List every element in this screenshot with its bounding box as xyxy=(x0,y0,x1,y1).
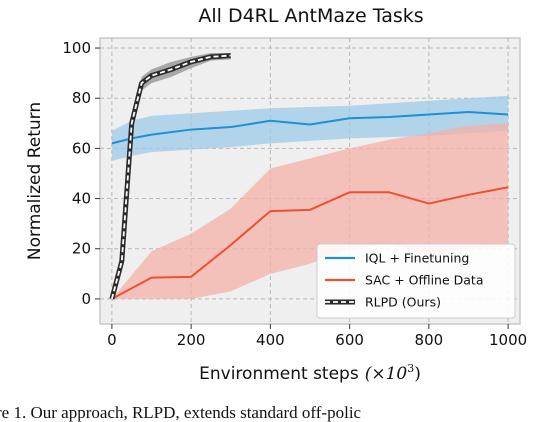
x-tick-label: 1000 xyxy=(489,331,527,349)
line-iql-finetuning xyxy=(111,111,509,145)
y-axis-label: Normalized Return xyxy=(25,102,45,260)
y-tick-label: 60 xyxy=(72,139,91,157)
x-axis-label-text: Environment steps xyxy=(199,364,359,384)
chart-title: All D4RL AntMaze Tasks xyxy=(198,5,423,27)
y-tick-label: 40 xyxy=(72,190,91,208)
legend: IQL + Finetuning SAC + Offline Data RLPD (… xyxy=(316,243,516,319)
x-axis-label: Environment steps (×103) xyxy=(199,362,421,384)
legend-label-iql-finetuning: IQL + Finetuning xyxy=(365,251,469,266)
x-axis-unit: (×10 xyxy=(365,364,408,384)
x-axis-unit-exponent: 3 xyxy=(407,362,414,375)
band-sac-offline-data xyxy=(111,123,509,299)
figure-caption: re 1. Our approach, RLPD, extends standa… xyxy=(0,403,362,422)
legend-box xyxy=(316,243,516,319)
x-tick-label: 600 xyxy=(335,331,364,349)
y-tick-label: 100 xyxy=(62,39,91,57)
series-lines xyxy=(109,53,509,300)
band-iql-finetuning xyxy=(111,95,509,161)
x-tick-label: 800 xyxy=(415,331,444,349)
x-axis-unit-close: ) xyxy=(414,364,421,384)
tick-labels: 0 200 400 600 800 1000 0 20 40 60 80 100 xyxy=(62,39,527,349)
y-tick-label: 20 xyxy=(72,240,91,258)
confidence-bands xyxy=(111,53,509,299)
x-tick-label: 200 xyxy=(177,331,206,349)
line-sac-offline-data xyxy=(111,186,509,300)
x-tick-label: 0 xyxy=(107,331,117,349)
legend-label-sac-offline-data: SAC + Offline Data xyxy=(365,273,483,288)
y-tick-label: 0 xyxy=(81,290,91,308)
x-tick-label: 400 xyxy=(256,331,285,349)
legend-label-rlpd-ours: RLPD (Ours) xyxy=(365,295,441,310)
y-tick-label: 80 xyxy=(72,89,91,107)
line-rlpd-ours xyxy=(109,53,231,300)
